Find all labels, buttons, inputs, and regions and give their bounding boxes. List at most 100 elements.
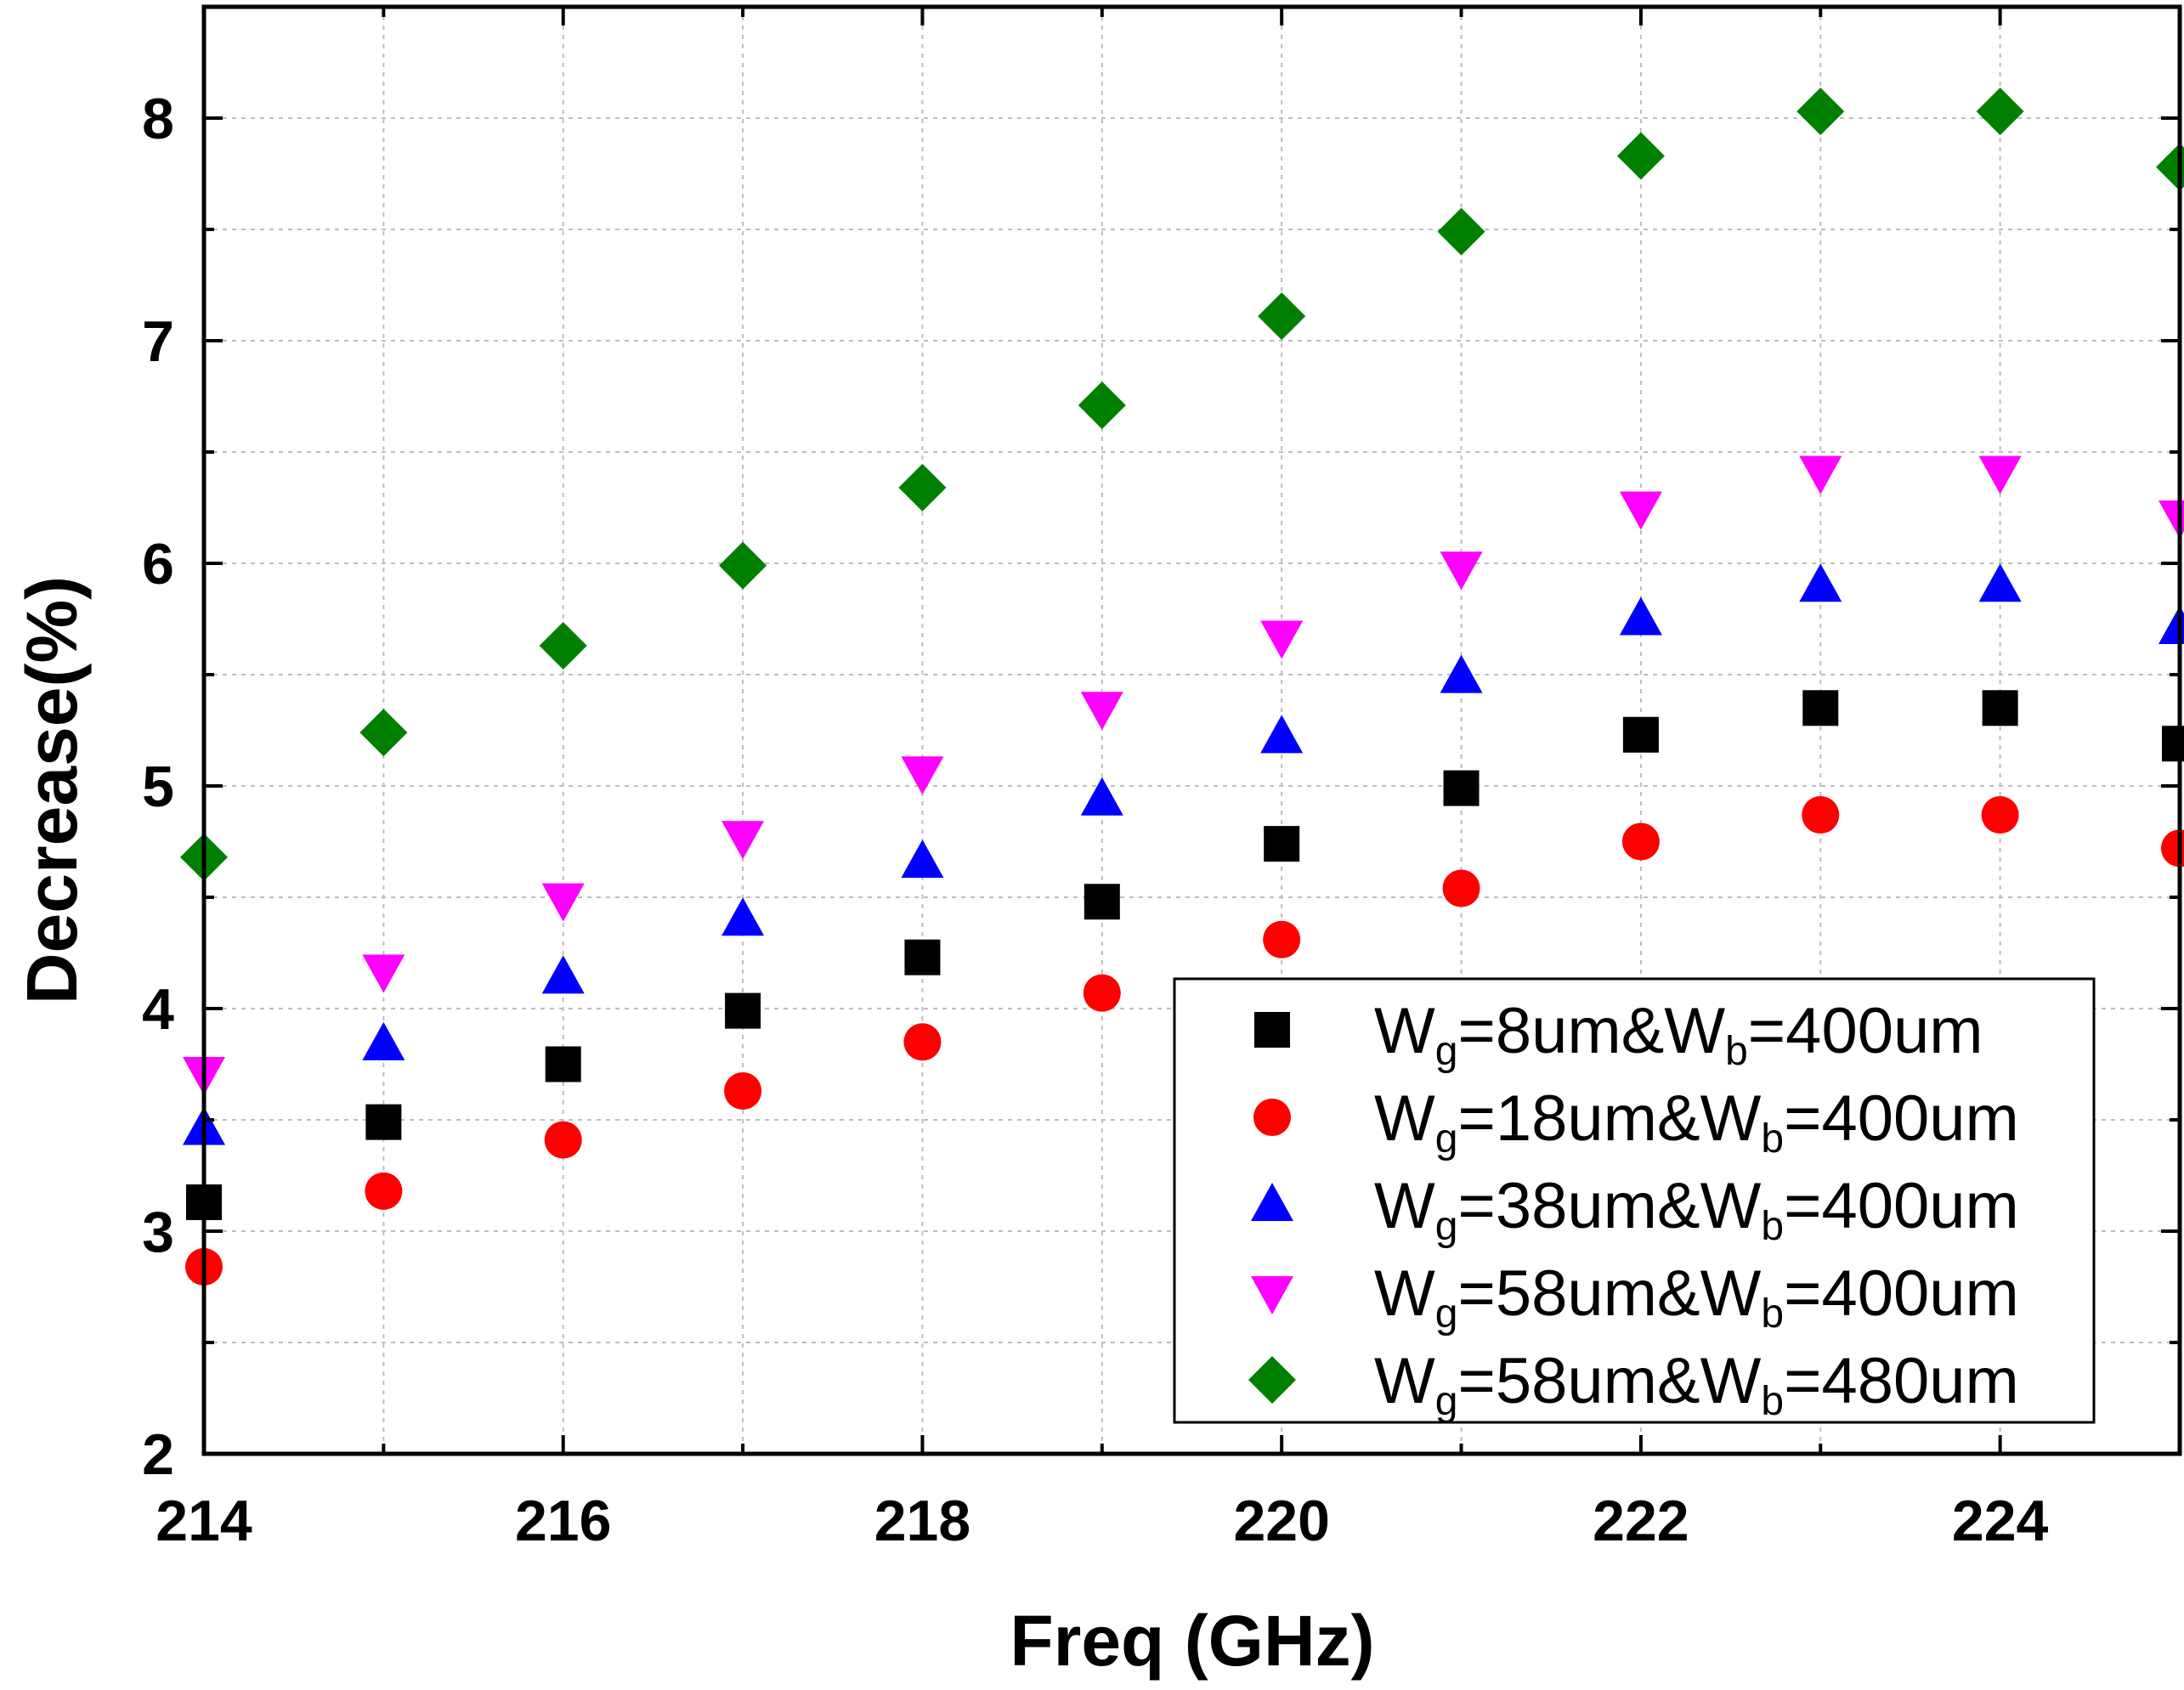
data-point-triangle-down	[721, 821, 765, 860]
data-point-triangle-up	[1080, 777, 1123, 816]
data-point-square	[904, 939, 941, 975]
legend-text-part: =38um&W	[1457, 1170, 1761, 1242]
data-point-triangle-up	[541, 955, 585, 994]
data-point-square	[1802, 690, 1839, 726]
data-point-diamond	[539, 621, 587, 670]
data-point-circle	[1263, 920, 1301, 958]
legend-box	[1173, 977, 2096, 1424]
data-point-triangle-down	[1978, 455, 2022, 495]
legend-marker-diamond	[1248, 1356, 1296, 1404]
legend-text-part: =8um&W	[1457, 995, 1725, 1067]
data-point-triangle-up	[1978, 563, 2022, 602]
axis-ticks	[202, 5, 2181, 1455]
x-tick-labels: 214 216 218 220 222 224	[156, 1489, 2048, 1553]
y-tick-label: 8	[142, 87, 174, 151]
data-point-triangle-down	[901, 756, 944, 795]
x-tick-label: 214	[156, 1489, 252, 1553]
data-point-circle	[1442, 869, 1480, 907]
x-tick-label: 224	[1952, 1489, 2049, 1553]
data-point-triangle-down	[1080, 692, 1123, 731]
data-point-square	[1982, 690, 2018, 726]
data-point-circle	[1621, 822, 1660, 861]
legend-label: Wg=18um&Wb=400um	[1374, 1082, 2019, 1162]
legend-subscript: b	[1761, 1379, 1784, 1424]
series-3	[183, 563, 2184, 1145]
legend-subscript: b	[1725, 1029, 1748, 1074]
plot-frame	[201, 4, 2182, 1456]
legend-label: Wg=58um&Wb=480um	[1374, 1345, 2019, 1424]
data-point-circle	[544, 1121, 582, 1159]
legend-entry-2: Wg=18um&Wb=400um	[1253, 1082, 2019, 1162]
data-point-square	[1622, 716, 1659, 753]
series-1	[186, 690, 2184, 1220]
data-point-diamond	[1796, 88, 1845, 136]
legend-text-part: W	[1374, 1345, 1435, 1417]
legend-text-part: =400um	[1748, 995, 1983, 1067]
data-point-square	[545, 1046, 581, 1082]
data-point-circle	[903, 1023, 942, 1061]
legend: Wg=8um&Wb=400umWg=18um&Wb=400umWg=38um&W…	[1173, 977, 2096, 1424]
legend-label: Wg=8um&Wb=400um	[1374, 995, 1983, 1074]
data-marks	[180, 88, 2184, 1286]
data-point-triangle-down	[541, 883, 585, 922]
data-point-circle	[1802, 796, 1840, 834]
y-tick-label: 3	[142, 1200, 174, 1264]
legend-subscript: b	[1761, 1204, 1784, 1249]
data-point-triangle-down	[362, 954, 405, 993]
data-point-diamond	[359, 709, 408, 757]
y-axis-title: Decrease(%)	[12, 576, 92, 1004]
data-point-triangle-down	[1260, 620, 1304, 659]
legend-text-part: W	[1374, 1170, 1435, 1242]
data-point-square	[1084, 884, 1120, 920]
data-point-triangle-up	[1440, 654, 1483, 693]
data-point-triangle-down	[1799, 455, 1842, 495]
y-tick-label: 5	[142, 755, 174, 819]
data-point-triangle-up	[901, 839, 944, 879]
data-point-diamond	[719, 541, 767, 590]
legend-text-part: =18um&W	[1457, 1082, 1761, 1155]
legend-text-part: =58um&W	[1457, 1258, 1761, 1330]
x-axis-title: Freq (GHz)	[1010, 1601, 1374, 1681]
legend-label: Wg=58um&Wb=400um	[1374, 1258, 2019, 1337]
series-5	[180, 88, 2184, 881]
data-point-diamond	[1616, 132, 1665, 180]
data-point-triangle-down	[1440, 551, 1483, 591]
series-4	[183, 455, 2184, 1095]
data-point-triangle-up	[721, 897, 765, 936]
legend-entry-3: Wg=38um&Wb=400um	[1251, 1170, 2019, 1249]
data-point-triangle-up	[1260, 715, 1304, 754]
legend-text-part: =400um	[1784, 1170, 2019, 1242]
data-point-triangle-up	[362, 1021, 405, 1060]
data-point-circle	[1981, 796, 2019, 834]
data-point-square	[365, 1104, 402, 1140]
data-point-circle	[365, 1172, 403, 1210]
y-tick-label: 2	[142, 1422, 174, 1487]
x-tick-label: 218	[874, 1489, 970, 1553]
y-tick-label: 7	[142, 309, 174, 374]
x-tick-label: 216	[515, 1489, 611, 1553]
legend-subscript: b	[1761, 1116, 1784, 1162]
legend-marker-circle	[1253, 1099, 1291, 1136]
legend-entry-4: Wg=58um&Wb=400um	[1251, 1258, 2019, 1337]
data-point-triangle-up	[1799, 563, 1842, 602]
legend-text-part: =400um	[1784, 1258, 2019, 1330]
data-point-circle	[1083, 974, 1121, 1012]
data-point-diamond	[1078, 381, 1126, 429]
legend-text-part: W	[1374, 995, 1435, 1067]
data-point-circle	[724, 1071, 762, 1110]
data-point-diamond	[1976, 88, 2024, 136]
legend-text-part: =400um	[1784, 1082, 2019, 1155]
legend-entry-1: Wg=8um&Wb=400um	[1254, 995, 1983, 1074]
data-point-square	[725, 992, 761, 1029]
legend-marker-triangle-down	[1251, 1276, 1293, 1314]
data-point-diamond	[1437, 207, 1485, 256]
y-tick-label: 4	[142, 977, 174, 1042]
legend-subscript: g	[1435, 1292, 1458, 1337]
legend-text-part: =58um&W	[1457, 1345, 1761, 1417]
legend-entry-5: Wg=58um&Wb=480um	[1248, 1345, 2019, 1424]
legend-marker-square	[1254, 1012, 1290, 1048]
data-point-diamond	[2156, 143, 2184, 191]
legend-subscript: g	[1435, 1029, 1458, 1074]
x-tick-label: 222	[1593, 1489, 1689, 1553]
legend-text-part: W	[1374, 1082, 1435, 1155]
